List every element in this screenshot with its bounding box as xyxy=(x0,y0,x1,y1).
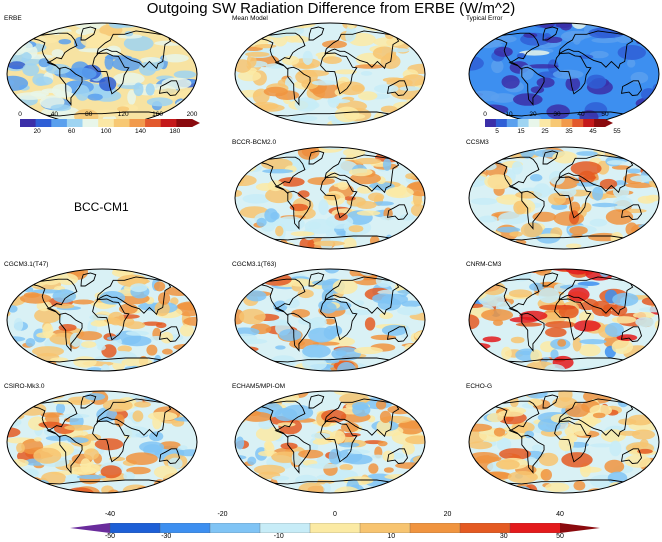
error-colorbar-swatch xyxy=(539,119,551,127)
difference-colorbar-swatch xyxy=(409,523,461,533)
error-colorbar-swatch xyxy=(583,119,595,127)
erbe-colorbar-swatch xyxy=(20,119,37,127)
difference-colorbar-bottom-tick: 50 xyxy=(556,533,564,540)
map-mean xyxy=(232,20,428,128)
panel-label-bccr: BCCR-BCM2.0 xyxy=(232,139,277,146)
difference-colorbar-bottom-tick: -30 xyxy=(161,533,172,540)
panel-label-cg63: CGCM3.1(T63) xyxy=(232,261,277,268)
panel-label-typ: Typical Error xyxy=(466,15,503,22)
difference-colorbar-swatch xyxy=(159,523,211,533)
map-typ xyxy=(466,20,662,128)
error-colorbar-swatch xyxy=(506,119,519,127)
erbe-colorbar-bottom-tick: 20 xyxy=(33,128,41,135)
error-colorbar-swatch xyxy=(528,119,540,127)
difference-colorbar-swatch xyxy=(109,523,161,533)
map-erbe xyxy=(4,20,200,128)
error-colorbar-swatch xyxy=(561,119,573,127)
panel-label-echog: ECHO-G xyxy=(466,383,492,390)
difference-colorbar: -40 -20 0 20 40 -50 -30 -10 10 30 50 xyxy=(70,510,600,542)
error-colorbar-bottom-tick: 15 xyxy=(517,128,525,135)
error-colorbar-swatch xyxy=(572,119,584,127)
difference-colorbar-bottom-tick: -50 xyxy=(104,533,116,540)
map-ccsm xyxy=(466,144,662,252)
erbe-colorbar-swatch xyxy=(176,119,193,127)
erbe-colorbar-swatch xyxy=(113,119,130,127)
difference-colorbar-swatch xyxy=(359,523,411,533)
erbe-colorbar-bottom-tick: 140 xyxy=(134,128,146,135)
erbe-colorbar-swatch xyxy=(98,119,115,127)
erbe-colorbar-bottom-tick: 100 xyxy=(100,128,112,135)
map-cg63 xyxy=(232,266,428,374)
erbe-colorbar-swatch xyxy=(66,119,83,127)
error-colorbar-bottom-tick: 55 xyxy=(613,128,621,135)
difference-colorbar-swatch xyxy=(209,523,261,533)
error-colorbar-bottom-tick: 45 xyxy=(589,128,597,135)
difference-colorbar-bottom-tick: -10 xyxy=(273,533,284,540)
erbe-colorbar: 0 40 80 120 160 200 20 60 100 140 180 xyxy=(18,111,200,135)
erbe-colorbar-swatch xyxy=(82,119,99,127)
panel-label-ccsm: CCSM3 xyxy=(466,139,489,146)
error-colorbar-swatch xyxy=(594,119,606,127)
erbe-colorbar-swatch xyxy=(145,119,162,127)
error-colorbar-top-tick: 40 xyxy=(577,111,585,118)
panel-label-erbe: ERBE xyxy=(4,15,22,22)
map-cg47 xyxy=(4,266,200,374)
panel-label-csiro: CSIRO-Mk3.0 xyxy=(4,383,45,390)
erbe-colorbar-swatch xyxy=(51,119,68,127)
panel-label-cnrm: CNRM-CM3 xyxy=(466,261,502,268)
difference-colorbar-swatch xyxy=(259,523,311,533)
map-csiro xyxy=(4,388,200,496)
map-bccr xyxy=(232,144,428,252)
error-colorbar-bottom-tick: 25 xyxy=(541,128,549,135)
error-colorbar-top-tick: 50 xyxy=(601,111,609,118)
difference-colorbar-swatch xyxy=(459,523,511,533)
difference-colorbar-top-tick: 20 xyxy=(443,511,452,518)
difference-colorbar-swatch xyxy=(509,523,561,533)
missing-model-label: BCC-CM1 xyxy=(74,200,129,214)
error-colorbar-top-tick: 20 xyxy=(529,111,537,118)
erbe-colorbar-bottom-tick: 180 xyxy=(169,128,181,135)
map-cnrm xyxy=(466,266,662,374)
erbe-colorbar-top-tick: 40 xyxy=(50,111,59,118)
erbe-colorbar-swatch xyxy=(160,119,177,127)
difference-colorbar-top-tick: -20 xyxy=(217,511,228,518)
difference-colorbar-bottom-tick: 30 xyxy=(499,533,508,540)
erbe-colorbar-top-tick: 80 xyxy=(85,111,93,118)
erbe-colorbar-top-tick: 160 xyxy=(152,111,164,118)
erbe-colorbar-swatch xyxy=(35,119,52,127)
erbe-colorbar-top-tick: 0 xyxy=(18,111,22,118)
error-colorbar-top-tick: 0 xyxy=(483,111,487,118)
typical-error-colorbar: 0 10 20 30 40 50 5 15 25 35 45 55 xyxy=(483,111,620,135)
error-colorbar-top-tick: 10 xyxy=(505,111,513,118)
difference-colorbar-top-tick: 40 xyxy=(556,511,564,518)
erbe-colorbar-bottom-tick: 60 xyxy=(67,128,76,135)
figure-title: Outgoing SW Radiation Difference from ER… xyxy=(146,0,516,17)
error-colorbar-swatch xyxy=(517,119,530,127)
difference-colorbar-bottom-tick: 10 xyxy=(387,533,396,540)
panel-label-cg47: CGCM3.1(T47) xyxy=(4,261,49,268)
error-colorbar-swatch xyxy=(485,119,497,127)
erbe-colorbar-swatch xyxy=(129,119,146,127)
erbe-colorbar-top-tick: 200 xyxy=(186,111,198,118)
difference-colorbar-top-tick: 0 xyxy=(333,511,337,518)
map-echam xyxy=(232,388,428,496)
error-colorbar-top-tick: 30 xyxy=(553,111,561,118)
error-colorbar-bottom-tick: 35 xyxy=(565,128,573,135)
erbe-colorbar-top-tick: 120 xyxy=(117,111,129,118)
difference-colorbar-swatch xyxy=(309,523,361,533)
panel-label-echam: ECHAM5/MPI-OM xyxy=(232,383,286,390)
error-colorbar-swatch xyxy=(550,119,562,127)
panel-label-mean: Mean Model xyxy=(232,15,268,22)
map-echog xyxy=(466,388,662,496)
difference-colorbar-top-tick: -40 xyxy=(104,511,116,518)
error-colorbar-swatch xyxy=(495,119,508,127)
error-colorbar-bottom-tick: 5 xyxy=(495,128,499,135)
